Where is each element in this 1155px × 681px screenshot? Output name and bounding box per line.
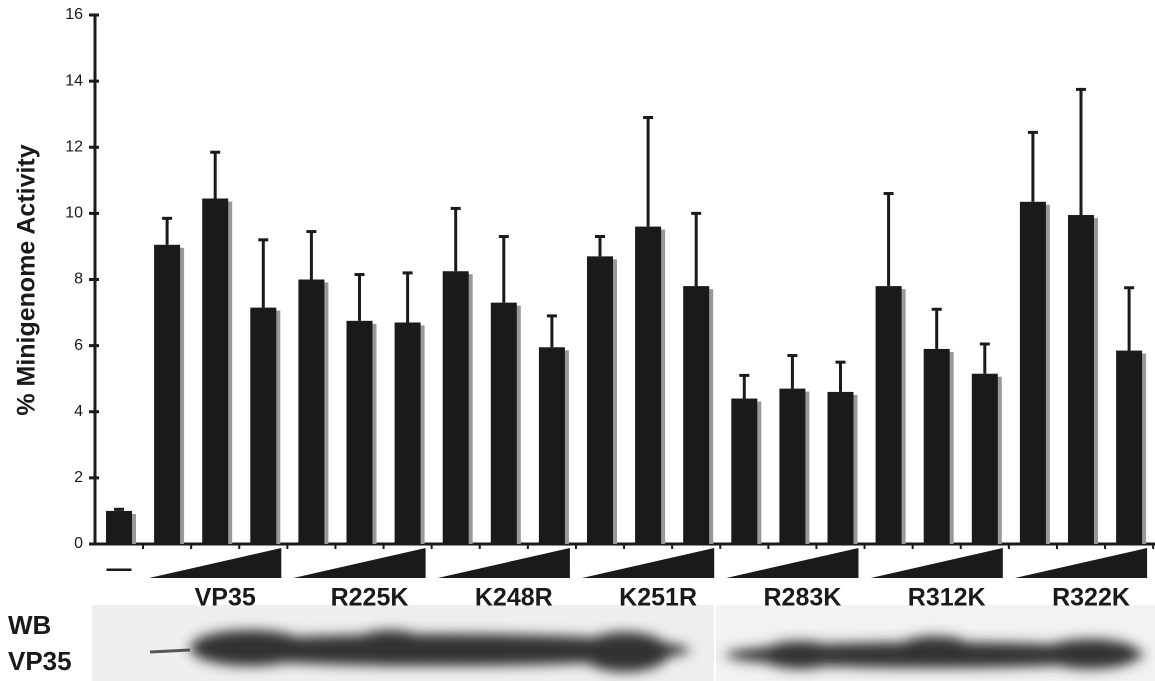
bar	[876, 286, 902, 544]
bar	[731, 399, 757, 544]
bar	[106, 511, 132, 544]
bar	[491, 303, 517, 544]
bar	[539, 347, 565, 544]
bar	[395, 322, 421, 544]
bar	[1116, 351, 1142, 544]
group-label: K251R	[619, 584, 697, 612]
bar	[924, 349, 950, 544]
bar	[1068, 215, 1094, 544]
bar	[683, 286, 709, 544]
bar	[587, 256, 613, 544]
y-tick-label: 14	[65, 72, 83, 89]
bar	[154, 245, 180, 544]
y-tick-label: 6	[74, 337, 83, 354]
group-label: R283K	[763, 584, 841, 612]
group-label: K248R	[475, 584, 553, 612]
blot-label: WB	[8, 610, 51, 640]
bar	[635, 227, 661, 544]
dose-wedge	[871, 548, 1003, 578]
y-tick-label: 10	[65, 205, 83, 222]
bar	[202, 198, 228, 544]
dose-wedge	[438, 548, 570, 578]
group-label: VP35	[195, 584, 256, 612]
y-axis-label: % Minigenome Activity	[13, 144, 41, 415]
bar	[972, 374, 998, 544]
group-label: R322K	[1052, 584, 1130, 612]
western-blot	[92, 605, 1155, 681]
blot-label: VP35	[8, 646, 72, 676]
x-tick-label: —	[107, 555, 132, 583]
y-tick-label: 16	[65, 6, 83, 23]
dose-wedge	[149, 548, 281, 578]
bar	[250, 308, 276, 544]
y-tick-label: 0	[74, 535, 83, 552]
dose-wedge	[582, 548, 714, 578]
y-tick-label: 2	[74, 469, 83, 486]
bar	[298, 280, 324, 545]
bar	[828, 392, 854, 544]
group-label: R312K	[908, 584, 986, 612]
y-tick-label: 12	[65, 138, 83, 155]
dose-wedge	[293, 548, 425, 578]
y-tick-label: 8	[74, 271, 83, 288]
y-tick-label: 4	[74, 403, 83, 420]
group-label: R225K	[331, 584, 409, 612]
bar	[779, 389, 805, 544]
chart: % Minigenome Activity WB VP35 0 2 4 6 8 10 12 1…	[0, 0, 1155, 681]
bar	[1020, 202, 1046, 544]
dose-wedge	[726, 548, 858, 578]
bar	[443, 271, 469, 544]
dose-wedge	[1015, 548, 1147, 578]
bar	[347, 321, 373, 544]
